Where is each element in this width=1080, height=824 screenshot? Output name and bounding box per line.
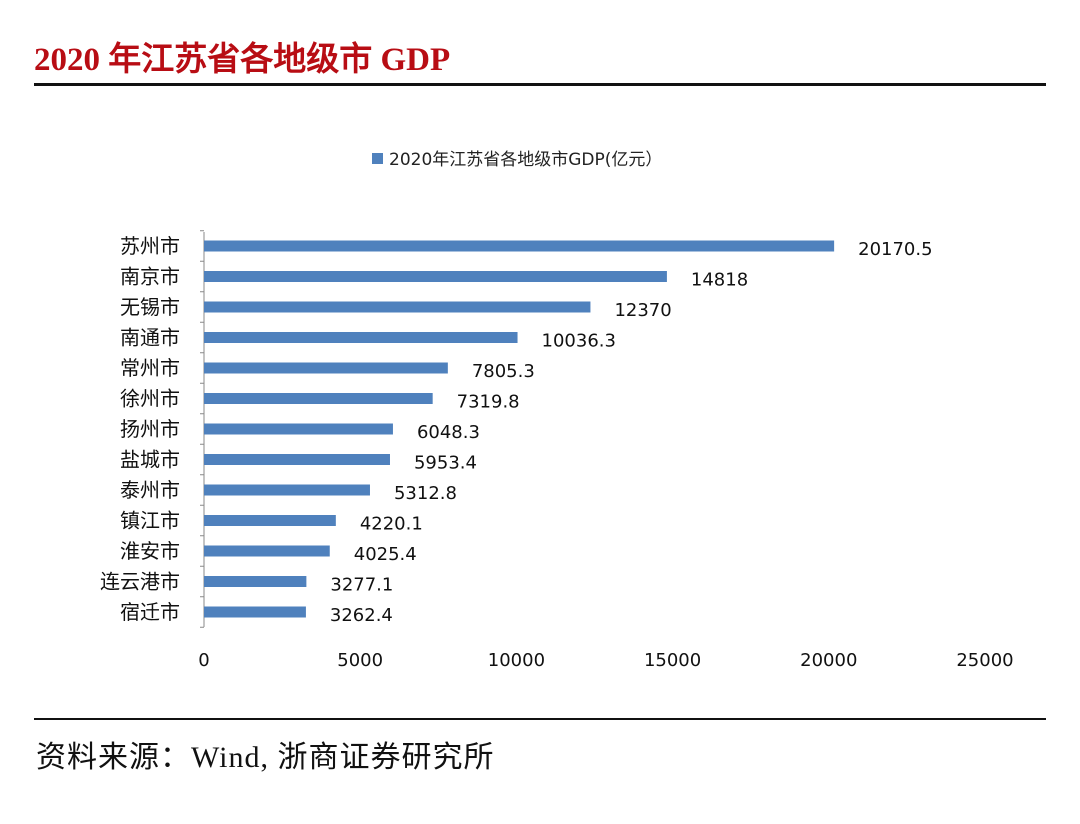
category-label: 常州市: [120, 356, 180, 380]
data-label: 7319.8: [457, 392, 520, 413]
category-label: 南京市: [120, 265, 180, 289]
legend-swatch: [372, 153, 383, 164]
bar: [204, 393, 433, 404]
category-label: 苏州市: [120, 234, 180, 258]
bar: [204, 484, 370, 496]
bottom-divider: [34, 718, 1046, 720]
category-label: 宿迁市: [120, 600, 180, 624]
category-label: 泰州市: [120, 478, 180, 502]
data-label: 12370: [614, 300, 671, 321]
bar: [204, 240, 835, 252]
data-label: 7805.3: [472, 361, 535, 382]
bar: [204, 271, 667, 282]
bar: [204, 362, 448, 374]
category-label: 徐州市: [120, 387, 180, 411]
data-label: 10036.3: [542, 331, 616, 352]
category-label: 镇江市: [120, 509, 180, 533]
data-label: 4025.4: [354, 544, 417, 565]
category-label: 淮安市: [120, 539, 180, 563]
category-label: 南通市: [120, 326, 180, 350]
x-tick-label: 0: [198, 650, 209, 671]
data-label: 4220.1: [360, 514, 423, 535]
data-label: 5953.4: [414, 453, 477, 474]
data-label: 5312.8: [394, 483, 457, 504]
source-note: 资料来源：Wind, 浙商证券研究所: [36, 741, 495, 774]
category-label: 盐城市: [120, 448, 180, 472]
x-tick-label: 15000: [644, 650, 701, 671]
bar: [204, 515, 336, 526]
data-label: 3262.4: [330, 605, 393, 626]
bar: [204, 576, 307, 587]
data-label: 14818: [691, 270, 748, 291]
x-tick-label: 5000: [337, 650, 383, 671]
category-label: 无锡市: [120, 295, 180, 319]
data-label: 3277.1: [330, 575, 393, 596]
top-divider: [34, 83, 1046, 86]
data-label: 20170.5: [858, 239, 932, 260]
data-label: 6048.3: [417, 422, 480, 443]
bar: [204, 606, 306, 618]
bar: [204, 454, 390, 465]
bar: [204, 423, 393, 435]
legend-label: 2020年江苏省各地级市GDP(亿元）: [389, 150, 662, 170]
x-tick-label: 25000: [956, 650, 1013, 671]
x-tick-label: 10000: [488, 650, 545, 671]
bar: [204, 545, 330, 557]
category-label: 连云港市: [100, 570, 180, 594]
bar: [204, 301, 591, 313]
bar: [204, 332, 518, 343]
x-tick-label: 20000: [800, 650, 857, 671]
page-title: 2020 年江苏省各地级市 GDP: [34, 42, 451, 78]
category-label: 扬州市: [120, 417, 180, 441]
